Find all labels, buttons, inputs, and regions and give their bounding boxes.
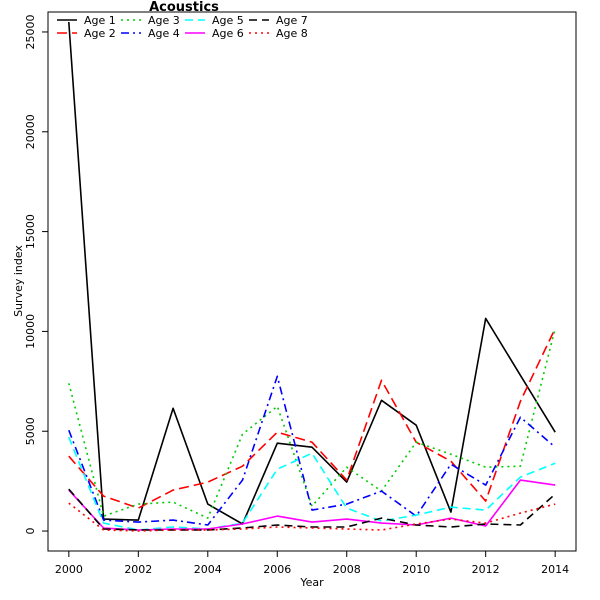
x-tick-label: 2006 (263, 563, 291, 576)
legend-label-age-3: Age 3 (148, 14, 180, 27)
y-tick-label: 10000 (24, 314, 37, 349)
x-tick-label: 2008 (333, 563, 361, 576)
y-tick-label: 25000 (24, 14, 37, 49)
legend-label-age-5: Age 5 (212, 14, 244, 27)
series-line-age-6 (68, 479, 556, 531)
series-line-age-2 (68, 328, 556, 509)
x-axis: 2000 2002 2004 2006 2008 2010 2012 2014 (55, 550, 569, 576)
x-axis-title: Year (299, 576, 324, 589)
legend-label-age-1: Age 1 (84, 14, 116, 27)
y-axis-title: Survey index (12, 245, 25, 317)
legend-label-age-6: Age 6 (212, 27, 244, 40)
legend-label-age-2: Age 2 (84, 27, 116, 40)
x-tick-label: 2012 (472, 563, 500, 576)
chart-title: Acoustics (149, 0, 219, 15)
series-line-age-7 (68, 488, 556, 531)
y-tick-label: 15000 (24, 214, 37, 249)
y-tick-label: 5000 (24, 417, 37, 445)
x-tick-label: 2000 (55, 563, 83, 576)
series-line-age-1 (68, 21, 556, 525)
series-line-age-8 (68, 502, 556, 532)
y-tick-label: 20000 (24, 114, 37, 149)
x-tick-label: 2010 (402, 563, 430, 576)
series-lines (68, 21, 556, 532)
legend-label-age-4: Age 4 (148, 27, 180, 40)
series-line-age-3 (68, 328, 556, 519)
x-tick-label: 2002 (124, 563, 152, 576)
y-tick-label: 0 (24, 528, 37, 535)
series-line-age-4 (68, 375, 556, 526)
legend-label-age-8: Age 8 (276, 27, 308, 40)
legend-label-age-7: Age 7 (276, 14, 308, 27)
x-tick-label: 2014 (541, 563, 569, 576)
y-axis: 0 5000 10000 15000 20000 25000 (24, 14, 49, 535)
x-tick-label: 2004 (194, 563, 222, 576)
